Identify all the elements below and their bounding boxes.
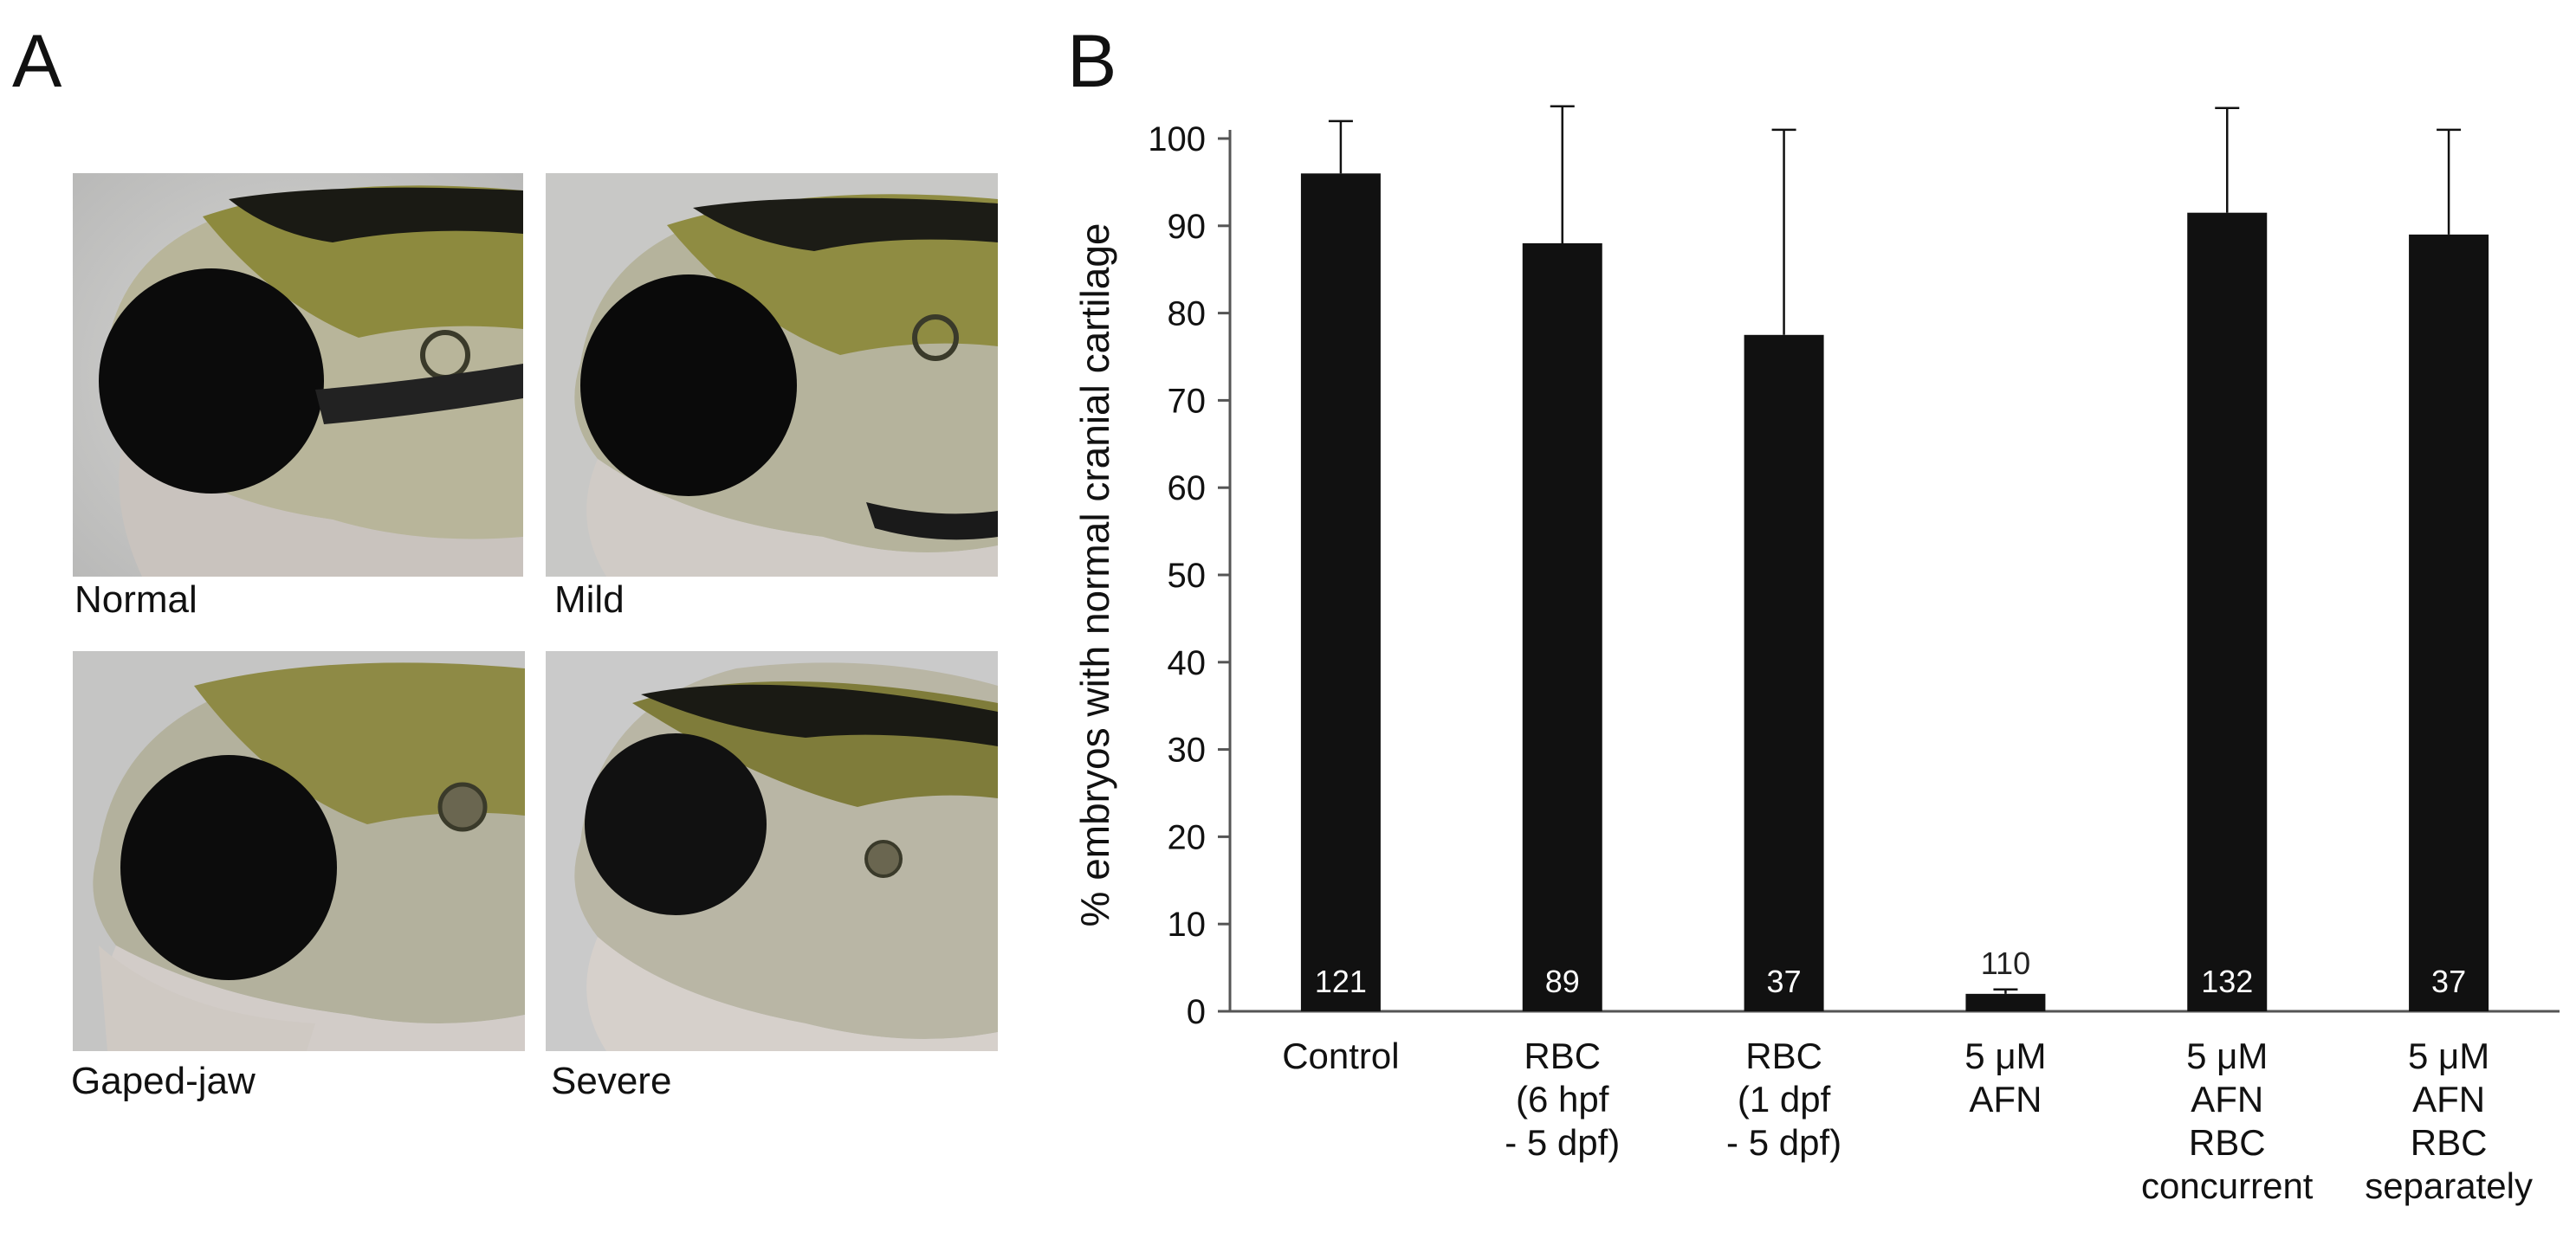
y-tick-label-60: 60 [1168, 469, 1207, 507]
x-tick-label-4-3: concurrent [2141, 1165, 2314, 1206]
n-label-4: 132 [2201, 964, 2253, 999]
x-tick-label-3-1: AFN [1969, 1079, 2042, 1120]
photo-label-gaped-jaw: Gaped-jaw [71, 1060, 256, 1102]
x-tick-label-1-2: - 5 dpf) [1505, 1122, 1620, 1163]
panel-a-letter: A [12, 20, 62, 103]
x-tick-label-5-2: RBC [2411, 1122, 2488, 1163]
photo-label-severe: Severe [551, 1060, 672, 1102]
y-tick-label-50: 50 [1168, 557, 1207, 595]
x-tick-label-0-0: Control [1282, 1036, 1399, 1076]
y-tick-label-80: 80 [1168, 295, 1207, 333]
photo-label-mild: Mild [554, 578, 625, 621]
bar-0 [1300, 173, 1381, 1011]
y-tick-label-30: 30 [1168, 732, 1207, 770]
y-tick-label-90: 90 [1168, 208, 1207, 246]
bar-3 [1965, 993, 2046, 1011]
n-label-3: 110 [1981, 945, 2030, 981]
x-tick-label-4-1: AFN [2191, 1079, 2263, 1120]
x-tick-label-5-0: 5 μM [2408, 1036, 2489, 1076]
bar-1 [1522, 242, 1602, 1011]
y-tick-label-70: 70 [1168, 382, 1207, 420]
photo-label-normal: Normal [74, 578, 197, 621]
y-tick-label-40: 40 [1168, 644, 1207, 682]
panel-b-letter: B [1067, 20, 1117, 103]
y-tick-label-0: 0 [1187, 993, 1206, 1031]
y-tick-label-100: 100 [1148, 120, 1206, 158]
photo-normal [73, 173, 523, 577]
photo-mild [546, 173, 998, 577]
photo-severe [546, 651, 998, 1051]
n-label-0: 121 [1315, 964, 1367, 999]
bar-chart: 0 10 20 30 40 50 60 70 80 90 100 % embryos with nor… [1072, 105, 2560, 1206]
n-label-5: 37 [2431, 964, 2466, 999]
x-tick-label-5-3: separately [2365, 1165, 2533, 1206]
x-tick-label-2-0: RBC [1745, 1036, 1822, 1076]
photo-gaped-jaw [73, 651, 525, 1051]
x-tick-label-4-2: RBC [2189, 1122, 2266, 1163]
x-tick-label-1-0: RBC [1524, 1036, 1601, 1076]
bar-4 [2187, 212, 2268, 1011]
y-tick-label-20: 20 [1168, 818, 1207, 856]
bar-2 [1744, 334, 1824, 1011]
x-tick-label-1-1: (6 hpf [1516, 1079, 1609, 1120]
x-tick-label-2-2: - 5 dpf) [1726, 1122, 1841, 1163]
x-tick-label-5-1: AFN [2412, 1079, 2485, 1120]
y-axis-label: % embryos with normal cranial cartilage [1072, 223, 1117, 927]
n-label-2: 37 [1767, 964, 1802, 999]
y-tick-label-10: 10 [1168, 906, 1207, 944]
x-tick-label-2-1: (1 dpf [1738, 1079, 1831, 1120]
n-label-1: 89 [1545, 964, 1580, 999]
x-tick-label-4-0: 5 μM [2186, 1036, 2268, 1076]
x-tick-label-3-0: 5 μM [1964, 1036, 2046, 1076]
bar-5 [2409, 234, 2489, 1011]
